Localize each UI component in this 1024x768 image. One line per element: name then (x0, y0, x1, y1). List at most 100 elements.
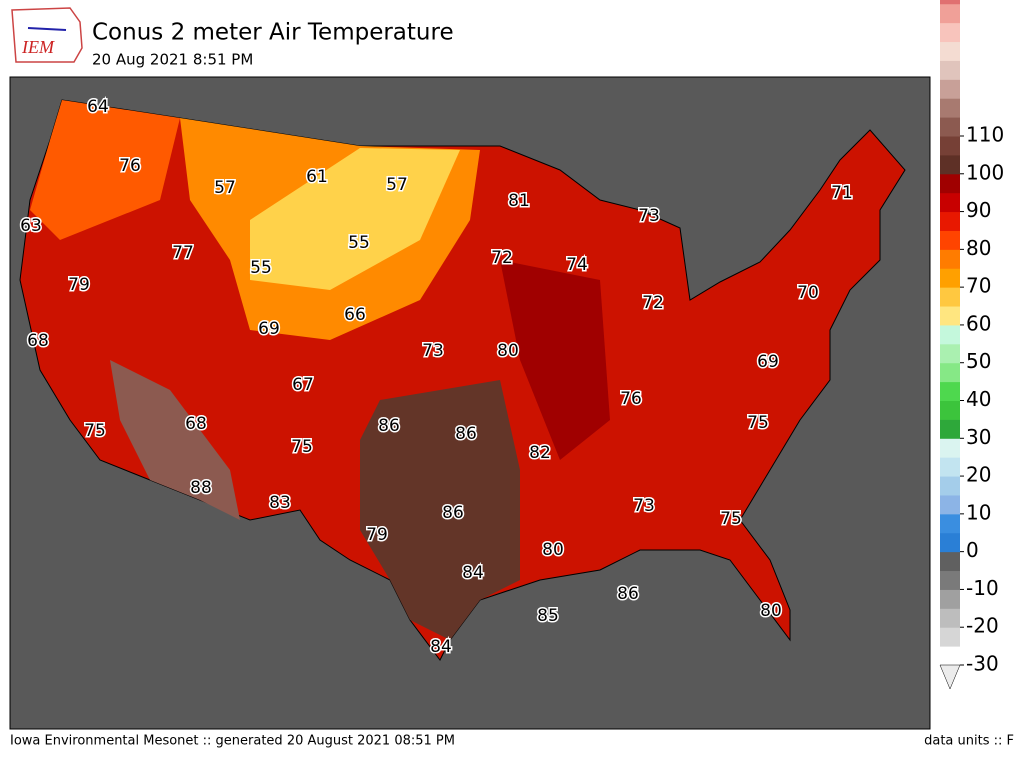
temperature-label: 66 (344, 305, 366, 325)
map-labels: 64 76 57 61 57 63 77 55 55 81 73 71 72 74 79 69 66 72 70 68… (19, 96, 855, 659)
colorbar-band (940, 192, 960, 213)
colorbar-band (940, 608, 960, 628)
colorbar-band (940, 362, 960, 383)
temperature-label: 67 (292, 375, 314, 395)
colorbar-band (940, 343, 960, 364)
colorbar-band (940, 589, 960, 609)
colorbar-band (940, 79, 960, 99)
colorbar-band (940, 3, 960, 24)
colorbar-tick-label: -20 (966, 614, 999, 638)
temperature-label: 57 (214, 178, 236, 198)
temperature-label: 61 (306, 167, 328, 187)
temperature-label: 63 (20, 216, 42, 236)
temperature-label: 75 (291, 437, 313, 457)
colorbar-band (940, 381, 960, 401)
temperature-label: 68 (27, 331, 49, 351)
colorbar: -30 -20 -10 0 10 20 30 40 50 60 70 80 90 100 110 (939, 0, 1004, 690)
temperature-label: 75 (747, 413, 769, 433)
colorbar-band (940, 211, 960, 231)
temperature-label: 88 (190, 478, 212, 498)
subtitle: 20 Aug 2021 8:51 PM (92, 51, 253, 69)
colorbar-band (940, 41, 960, 61)
midwest-region (500, 260, 610, 460)
temperature-label: 70 (797, 283, 819, 303)
colorbar-band (940, 551, 960, 572)
temperature-label: 81 (508, 191, 530, 211)
temperature-label: 69 (258, 319, 280, 339)
colorbar-band (940, 324, 960, 345)
temperature-label: 80 (542, 540, 564, 560)
temperature-label: 76 (620, 389, 642, 409)
colorbar-band (940, 306, 960, 326)
colorbar-band (940, 532, 960, 553)
colorbar-band (940, 230, 960, 250)
temperature-label: 75 (720, 509, 742, 529)
temperature-label: 57 (386, 175, 408, 195)
colorbar-band (940, 268, 960, 288)
colorbar-tick-label: 10 (966, 500, 991, 524)
temperature-label: 80 (760, 601, 782, 621)
colorbar-tick-label: 80 (966, 236, 991, 260)
hot-region (360, 380, 520, 640)
temperature-label: 55 (250, 258, 272, 278)
colorbar-band (940, 457, 960, 477)
colorbar-band (940, 98, 960, 118)
temperature-label: 68 (185, 414, 207, 434)
logo-outline (11, 7, 83, 63)
colorbar-tick-label: 40 (966, 387, 991, 411)
desert-region (110, 360, 240, 520)
colorbar-band (940, 513, 960, 534)
temperature-label: 74 (566, 255, 588, 275)
colorbar-tick-label: 70 (966, 274, 991, 298)
colorbar-band (940, 438, 960, 458)
logo-line (27, 27, 67, 31)
colorbar-arrow (939, 664, 961, 690)
temperature-label: 73 (422, 341, 444, 361)
temperature-label: 85 (537, 606, 559, 626)
logo-text: IEM (21, 37, 55, 57)
colorbar-band (940, 494, 960, 515)
temperature-label: 80 (497, 341, 519, 361)
temperature-label: 55 (348, 233, 370, 253)
colorbar-tick-label: 60 (966, 311, 991, 335)
colorbar-tick-label: -10 (966, 576, 999, 600)
colorbar-band (940, 627, 960, 647)
colorbar-band (940, 419, 960, 439)
temperature-label: 72 (642, 293, 664, 313)
temperature-label: 86 (442, 503, 464, 523)
colorbar-band (940, 22, 960, 43)
temperature-label: 69 (757, 352, 779, 372)
colorbar-band (940, 287, 960, 307)
colorbar-band (940, 400, 960, 420)
temperature-label: 83 (269, 493, 291, 513)
colorbar-band (940, 136, 960, 156)
temperature-label: 76 (119, 156, 141, 176)
temperature-label: 84 (462, 563, 484, 583)
title: Conus 2 meter Air Temperature (92, 20, 454, 46)
colorbar-band (940, 570, 960, 590)
colorbar-tick-label: 90 (966, 198, 991, 222)
colorbar-band (940, 154, 960, 175)
logo: IEM (11, 7, 83, 63)
colorbar-tick-label: 100 (966, 160, 1004, 184)
temperature-label: 71 (831, 183, 853, 203)
colorbar-tick-label: 30 (966, 425, 991, 449)
colorbar-band (940, 117, 960, 137)
colorbar-tick-label: 50 (966, 349, 991, 373)
temperature-label: 79 (68, 275, 90, 295)
temperature-label: 79 (366, 525, 388, 545)
colorbar-tick-label: 110 (966, 123, 1004, 147)
footer-right: data units :: F (924, 734, 1014, 749)
footer-left: Iowa Environmental Mesonet :: generated … (10, 734, 455, 749)
colorbar-tick-label: 20 (966, 463, 991, 487)
colorbar-tick-label: 0 (966, 538, 979, 562)
temperature-label: 86 (617, 584, 639, 604)
temperature-label: 86 (378, 416, 400, 436)
temperature-label: 84 (430, 637, 452, 657)
colorbar-tick-label: -30 (966, 652, 999, 676)
northwest-region (30, 100, 180, 240)
map (9, 76, 931, 730)
colorbar-band (940, 476, 960, 496)
colorbar-band (940, 60, 960, 80)
